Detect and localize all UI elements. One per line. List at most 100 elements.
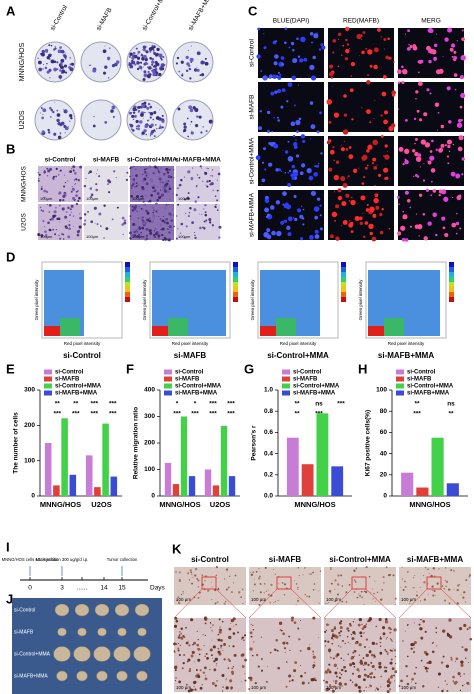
texture-dot: [72, 215, 75, 217]
texture-dot: [271, 130, 273, 133]
texture-dot: [255, 570, 258, 573]
significance-label: ***: [209, 411, 217, 418]
texture-dot: [270, 594, 273, 597]
texture-dot: [309, 138, 311, 140]
texture-dot: [341, 639, 344, 642]
colorbar-cell: [125, 267, 130, 272]
texture-dot: [135, 174, 138, 177]
texture-dot: [469, 637, 472, 641]
texture-dot: [111, 218, 114, 221]
texture-dot: [270, 583, 273, 586]
texture-dot: [189, 77, 192, 80]
texture-dot: [198, 653, 201, 656]
significance-label: ***: [173, 411, 181, 418]
texture-dot: [281, 62, 285, 66]
texture-dot: [146, 46, 148, 48]
texture-dot: [183, 122, 187, 126]
texture-dot: [153, 129, 156, 132]
texture-dot: [227, 586, 230, 589]
texture-dot: [168, 204, 170, 205]
texture-dot: [374, 184, 376, 187]
texture-dot: [59, 169, 62, 172]
texture-dot: [57, 217, 61, 221]
texture-dot: [330, 76, 333, 80]
texture-dot: [98, 175, 101, 178]
texture-dot: [38, 67, 43, 72]
texture-dot: [318, 590, 320, 592]
texture-dot: [428, 50, 431, 54]
texture-dot: [431, 590, 433, 592]
scale-label: 100μm: [132, 234, 145, 239]
texture-dot: [404, 580, 406, 583]
texture-dot: [202, 226, 204, 229]
texture-dot: [146, 106, 150, 110]
texture-dot: [459, 227, 462, 230]
texture-dot: [302, 574, 304, 576]
texture-dot: [209, 221, 212, 224]
texture-dot: [173, 225, 175, 228]
texture-dot: [182, 634, 185, 638]
texture-dot: [109, 47, 111, 49]
texture-dot: [142, 200, 145, 203]
texture-dot: [141, 131, 145, 135]
texture-dot: [290, 121, 296, 127]
texture-dot: [107, 179, 111, 183]
y-tick-label: 100: [376, 387, 387, 394]
texture-dot: [344, 642, 346, 645]
texture-dot: [151, 206, 155, 209]
texture-dot: [448, 150, 451, 153]
texture-dot: [60, 61, 63, 65]
texture-dot: [350, 62, 356, 67]
significance-label: ***: [227, 411, 235, 418]
texture-dot: [205, 184, 207, 186]
texture-dot: [350, 75, 353, 77]
texture-dot: [336, 675, 339, 678]
texture-dot: [184, 198, 186, 201]
texture-dot: [378, 617, 382, 622]
texture-dot: [447, 588, 451, 591]
texture-dot: [339, 626, 343, 630]
texture-dot: [460, 92, 466, 99]
texture-dot: [180, 60, 184, 64]
texture-dot: [373, 165, 378, 170]
texture-dot: [253, 583, 256, 586]
texture-dot: [298, 117, 302, 121]
ihc-zoom-image: [249, 618, 321, 692]
texture-dot: [151, 44, 154, 47]
texture-dot: [343, 140, 345, 143]
texture-dot: [374, 689, 376, 691]
texture-dot: [284, 150, 289, 154]
legend-swatch: [396, 383, 404, 389]
texture-dot: [157, 191, 159, 193]
texture-dot: [431, 642, 434, 644]
texture-dot: [359, 631, 363, 635]
colorbar-cell: [449, 267, 454, 272]
texture-dot: [341, 668, 344, 672]
texture-dot: [333, 627, 336, 630]
texture-dot: [61, 69, 66, 74]
texture-dot: [338, 32, 342, 36]
texture-dot: [361, 107, 363, 109]
texture-dot: [384, 620, 389, 624]
texture-dot: [148, 199, 152, 203]
texture-dot: [282, 220, 284, 222]
texture-dot: [446, 683, 448, 686]
texture-dot: [211, 654, 213, 657]
texture-dot: [204, 617, 207, 619]
row-label: si-Control+MMA: [249, 137, 256, 184]
texture-dot: [313, 33, 319, 39]
texture-dot: [389, 681, 392, 684]
texture-dot: [225, 588, 228, 591]
x-tick-label: MNNG/HOS: [294, 500, 335, 509]
texture-dot: [390, 658, 393, 661]
texture-dot: [140, 53, 143, 56]
texture-dot: [387, 574, 391, 577]
texture-dot: [259, 575, 261, 578]
texture-dot: [179, 232, 182, 234]
texture-dot: [189, 688, 193, 692]
axis-label: Red pixel intensity: [388, 341, 425, 346]
texture-dot: [159, 223, 163, 226]
texture-dot: [267, 593, 270, 596]
texture-dot: [359, 594, 362, 597]
texture-dot: [190, 131, 194, 135]
